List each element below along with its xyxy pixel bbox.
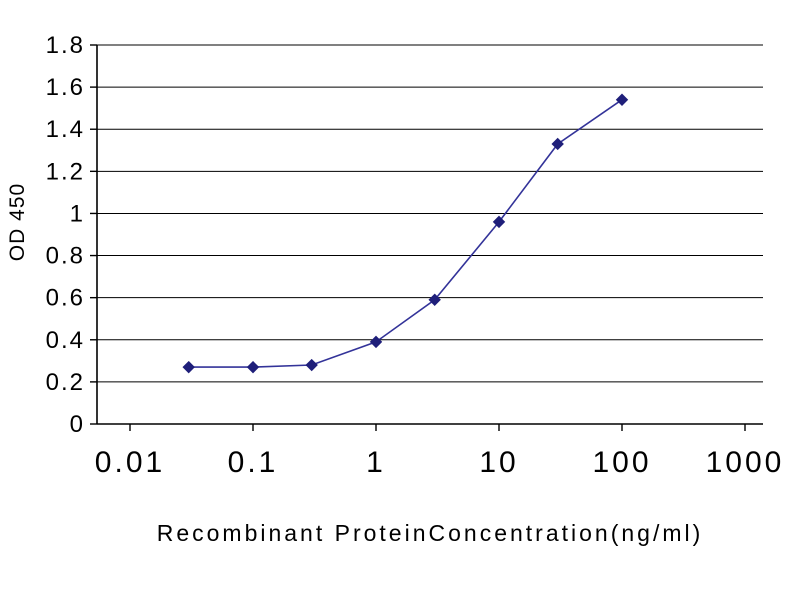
chart-generated-content: 0 0.2 0.4 0.6 0.8 1 1.2 1.4 1.6 1.8 0.01 0.1 1 10 100 1… [46, 32, 785, 479]
y-tick-label: 1.8 [46, 32, 85, 59]
data-point-marker [305, 358, 318, 372]
series-line [188, 99, 623, 368]
y-tick-label: 0.6 [46, 285, 85, 312]
y-tick-label: 1.4 [46, 116, 85, 143]
x-axis-title: Recombinant ProteinConcentration(ng/ml) [157, 520, 704, 546]
x-tick-label: 100 [592, 446, 651, 479]
y-tick-label: 0.4 [46, 327, 85, 354]
data-point-marker [492, 215, 506, 229]
x-tick-label: 1 [366, 446, 386, 479]
y-tick-label: 0.2 [46, 369, 85, 396]
data-point-marker [182, 360, 195, 374]
data-point-marker [615, 93, 629, 106]
y-tick-label: 1.6 [46, 74, 85, 101]
y-axis-title: OD 450 [6, 183, 29, 261]
y-tick-label: 1 [70, 200, 85, 227]
y-tick-label: 0 [70, 411, 85, 438]
data-point-marker [428, 293, 441, 306]
y-tick-label: 1.2 [46, 158, 85, 185]
data-point-marker [246, 360, 260, 374]
x-tick-label: 0.1 [228, 446, 279, 479]
x-tick-label: 1000 [706, 446, 785, 479]
data-point-marker [369, 335, 383, 349]
y-tick-label: 0.8 [46, 243, 85, 270]
x-tick-label: 10 [479, 446, 518, 479]
data-point-marker [551, 137, 564, 151]
x-tick-label: 0.01 [95, 446, 165, 479]
